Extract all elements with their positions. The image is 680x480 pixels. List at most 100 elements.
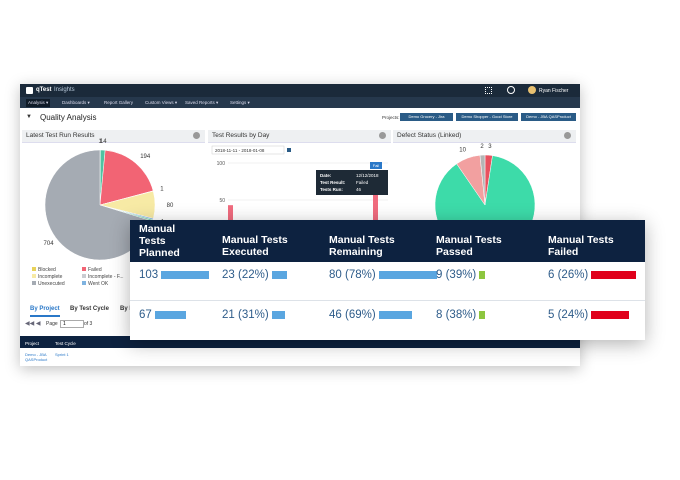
column-header: Manual Tests Passed [436, 234, 502, 258]
cell-bar [591, 271, 637, 279]
date-range-box [211, 145, 285, 155]
panel-title: Defect Status (Linked) [397, 132, 462, 139]
panel-header [22, 130, 205, 143]
legend-label: Blocked [38, 267, 56, 273]
menu-item[interactable]: Custom Views ▾ [145, 100, 178, 105]
slice-label: 2 [480, 144, 484, 150]
legend-label: Went OK [88, 281, 109, 287]
apps-icon[interactable] [485, 87, 492, 94]
cell-text: 80 (78%) [329, 269, 376, 281]
pie-slice [99, 149, 154, 206]
column-header: Manual Tests Executed [222, 234, 288, 258]
table-cell: 103 [139, 269, 210, 281]
slice-label: 3 [488, 144, 492, 150]
slice-label: 10 [459, 148, 466, 154]
tooltip-key: Test Result: [320, 180, 346, 185]
product: Insights [54, 87, 75, 93]
panel-title: Test Results by Day [212, 132, 270, 139]
legend-label: Incomplete - F... [88, 274, 124, 280]
mini-cell: Sprint 1 [55, 352, 69, 357]
y-tick-label: 50 [219, 198, 225, 204]
table-cell: 8 (38%) [436, 309, 485, 321]
tooltip-value: Failed [356, 180, 369, 185]
cell-bar [479, 271, 486, 279]
help-icon[interactable] [193, 132, 200, 139]
page-title: Quality Analysis [40, 113, 97, 122]
project-chip[interactable]: Demo Shopper - Good Store [456, 113, 518, 121]
slice-label: 1 [99, 139, 103, 145]
cell-text: 23 (22%) [222, 269, 269, 281]
table-cell: 67 [139, 309, 187, 321]
collapse-arrow: ▼ [26, 114, 32, 120]
cell-bar [271, 311, 286, 319]
legend-swatch [32, 274, 36, 278]
legend-swatch [32, 267, 36, 271]
legend-label: Incomplete [38, 274, 63, 280]
cell-text: 67 [139, 309, 152, 321]
table-cell: 46 (69%) [329, 309, 413, 321]
legend-swatch [32, 281, 36, 285]
project-chip[interactable]: Demo - JBA QASProduct [521, 113, 576, 121]
table-cell: 5 (24%) [548, 309, 629, 321]
menu-item[interactable]: Report Gallery [104, 100, 134, 105]
menu-item[interactable]: Saved Reports ▾ [185, 100, 219, 105]
calendar-icon [287, 148, 291, 152]
tooltip-value: 12/12/2018 [356, 173, 379, 178]
cell-bar [479, 311, 485, 319]
tooltip-button-text: Fail [373, 163, 380, 168]
pager-arrows[interactable]: ◀◀ ◀ [25, 321, 41, 327]
slice-label: 80 [167, 203, 174, 209]
avatar [528, 86, 536, 94]
date-range: 2018-11-11 - 2018-01-08 [215, 148, 265, 153]
menu-item[interactable]: Settings ▾ [230, 100, 250, 105]
mini-header: Test Cycle [55, 341, 76, 346]
cell-text: 6 (26%) [548, 269, 589, 281]
legend-swatch [82, 281, 86, 285]
pager-of: of 3 [84, 321, 93, 327]
cell-text: 103 [139, 269, 159, 281]
column-header: Manual Tests Remaining [329, 234, 395, 258]
cell-bar [378, 311, 413, 319]
table-header-bg [130, 220, 645, 262]
panel-title: Latest Test Run Results [26, 132, 95, 139]
table-cell: 9 (39%) [436, 269, 486, 281]
legend-label: Failed [88, 267, 102, 273]
tab[interactable]: By Test Cycle [70, 306, 109, 312]
legend-swatch [82, 274, 86, 278]
tab[interactable]: By Project [30, 306, 60, 312]
cell-text: 46 (69%) [329, 309, 376, 321]
slice-label: 1 [160, 187, 164, 193]
legend-swatch [82, 267, 86, 271]
cell-bar [591, 311, 629, 319]
tooltip-value: 46 [356, 187, 362, 192]
table-cell: 23 (22%) [222, 269, 287, 281]
cell-text: 9 (39%) [436, 269, 477, 281]
menu-item[interactable]: Dashboards ▾ [62, 100, 90, 105]
project-chip[interactable]: Demo Grocery - Jira [400, 113, 453, 121]
brand: qTest [36, 87, 52, 93]
cell-bar [271, 271, 287, 279]
cell-text: 5 (24%) [548, 309, 589, 321]
mini-cell: Demo - JBA QASProduct [25, 352, 48, 362]
cell-text: 21 (31%) [222, 309, 269, 321]
menu-bar [20, 97, 580, 108]
help-icon[interactable] [379, 132, 386, 139]
user-name: Ryan Fischer [539, 87, 569, 94]
pager-label: Page [46, 321, 58, 327]
tab-underline [30, 315, 60, 317]
logo-box [26, 87, 33, 94]
menu-item[interactable]: Analysis ▾ [26, 99, 51, 107]
column-header: Manual Tests Planned [139, 223, 180, 259]
cell-bar [154, 311, 187, 319]
pie-slice [479, 154, 486, 206]
cell-text: 8 (38%) [436, 309, 477, 321]
projects-label: Projects: [382, 115, 400, 120]
pager-input[interactable]: 1 [60, 320, 84, 328]
help-icon[interactable] [507, 86, 515, 94]
tab[interactable]: By R [120, 306, 134, 312]
slice-label: 194 [140, 154, 151, 160]
cell-bar [161, 271, 210, 279]
legend-label: Unexecuted [38, 281, 65, 287]
help-icon[interactable] [564, 132, 571, 139]
